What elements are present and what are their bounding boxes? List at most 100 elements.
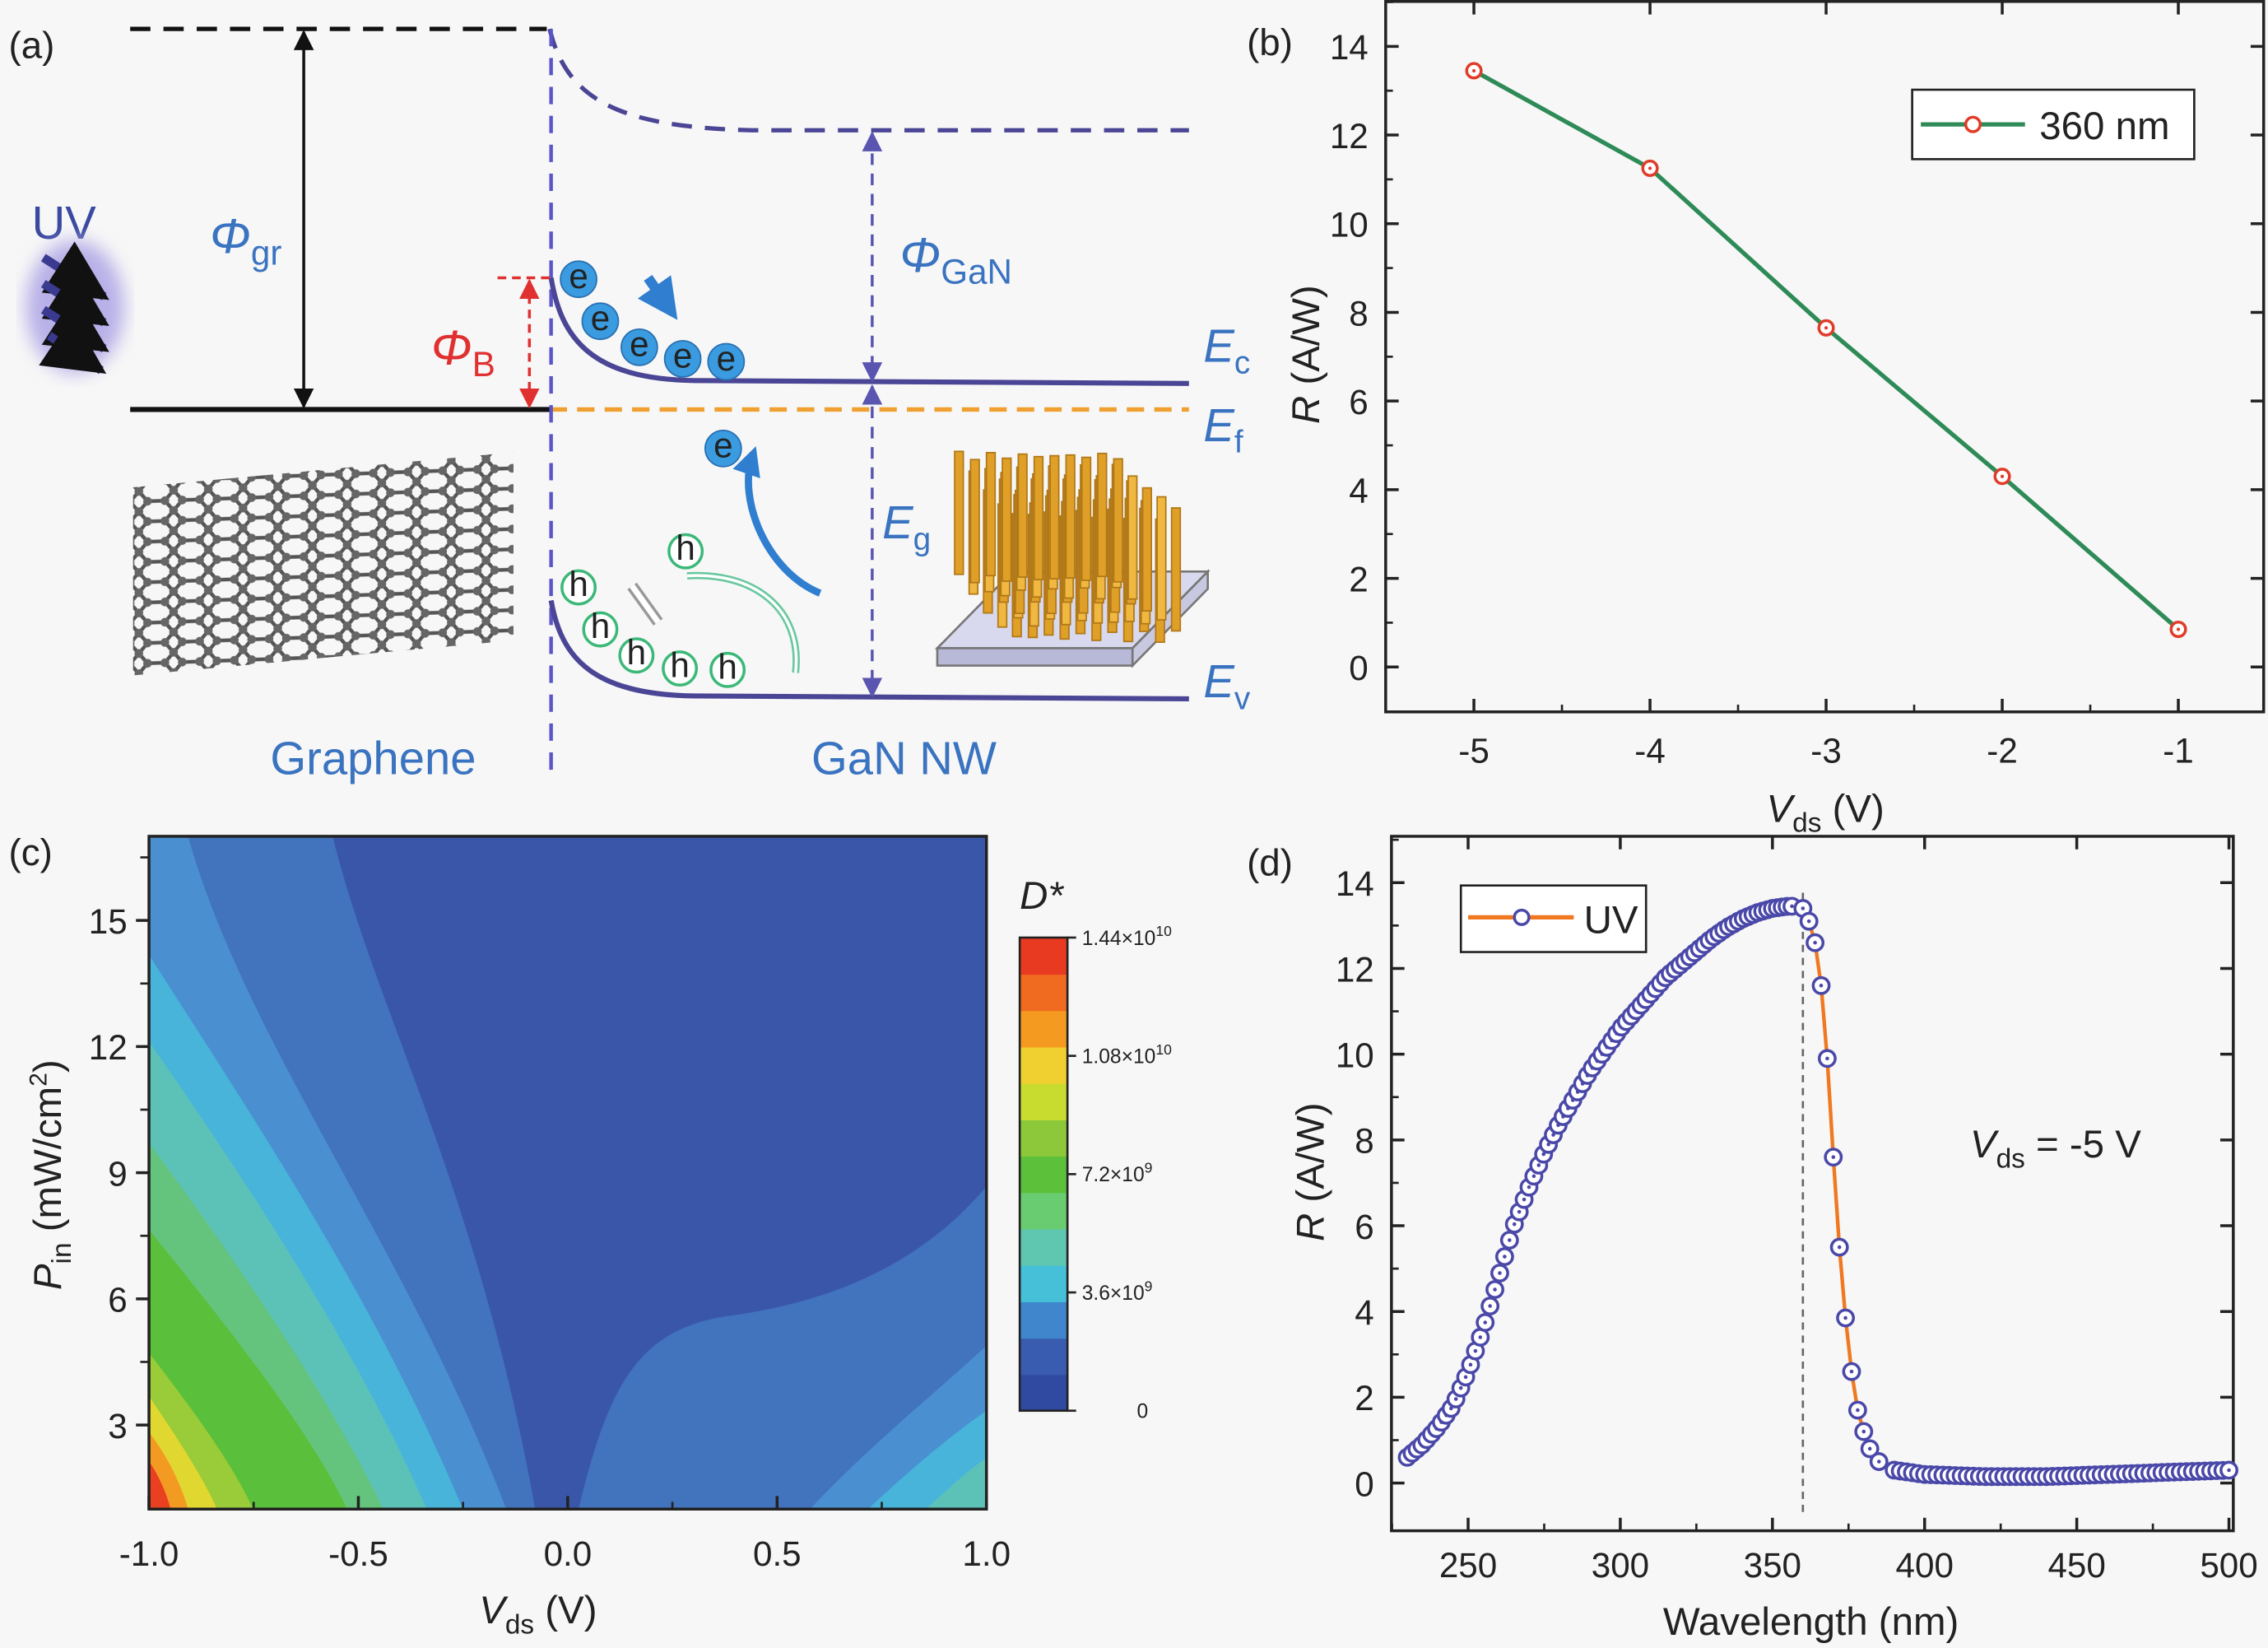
- electron: e: [663, 336, 702, 378]
- electron-label: e: [569, 257, 588, 296]
- data-point-center: [1478, 1335, 1483, 1339]
- colorbar: 1.44×1010 1.08×1010 7.2×109 3.6×109 0: [1018, 923, 1172, 1423]
- data-point-center: [1813, 940, 1817, 945]
- phi-b-label: ΦB: [431, 320, 495, 384]
- data-point-center: [1856, 1408, 1860, 1413]
- y-tick-label: 10: [1336, 1036, 1374, 1074]
- colorbar-label: D*: [1020, 874, 1064, 918]
- electron-label: e: [717, 339, 736, 378]
- phi-gan-label: ΦGaN: [899, 227, 1012, 291]
- data-point-center: [1790, 904, 1794, 909]
- hole-drift-arrow-inner: [630, 584, 661, 624]
- legend-label: UV: [1584, 899, 1638, 943]
- data-point-center: [1843, 1315, 1847, 1320]
- electron-circle: [707, 342, 746, 381]
- data-point-center: [2000, 474, 2005, 478]
- y-tick-label: 14: [1330, 28, 1369, 67]
- colorbar-band: [1020, 1301, 1068, 1339]
- data-point-center: [1831, 1155, 1836, 1159]
- legend: 360 nm: [1911, 88, 2196, 161]
- y-tick-label: 12: [1336, 950, 1374, 989]
- x-tick-label: -0.5: [328, 1534, 388, 1573]
- y-tick-label: 3: [108, 1407, 127, 1445]
- data-point-center: [1517, 1209, 1522, 1214]
- x-tick-label: -5: [1458, 731, 1490, 770]
- x-tick-label: 400: [1896, 1546, 1954, 1585]
- data-point-center: [2227, 1468, 2231, 1473]
- legend-label: 360 nm: [2039, 105, 2169, 148]
- x-tick-label: 1.0: [962, 1534, 1011, 1573]
- electron: e: [704, 426, 742, 468]
- x-axis-label: Wavelength (nm): [1663, 1600, 1959, 1644]
- electron-label: e: [591, 299, 610, 338]
- nanowire: [1170, 507, 1182, 632]
- data-point-center: [1468, 1362, 1473, 1367]
- data-point-center: [1546, 1142, 1550, 1147]
- electron: e: [620, 324, 658, 366]
- data-point-center: [1531, 1174, 1536, 1179]
- x-tick-label: -1: [2163, 731, 2194, 770]
- data-point-center: [1508, 1238, 1512, 1242]
- panel-b-responsivity-vs-voltage: (b) R (A/W) Vds (V) 360 nm -5 -4 -3 -2 -1 0 2 4…: [1247, 0, 2266, 839]
- data-point-center: [2176, 627, 2181, 631]
- hole-circle: [667, 533, 704, 570]
- data-point-center: [1458, 1385, 1463, 1390]
- data-point-center: [1488, 1304, 1492, 1308]
- data-point-center: [1527, 1185, 1531, 1189]
- y-tick-label: 9: [108, 1154, 127, 1193]
- x-tick-label: 300: [1592, 1546, 1649, 1585]
- x-axis-label: Vds (V): [479, 1589, 597, 1640]
- data-point-center: [1522, 1197, 1527, 1202]
- y-tick-label: 6: [1355, 1208, 1373, 1246]
- x-axis-label: Vds (V): [1767, 787, 1885, 838]
- panel-d-responsivity-spectrum: (d) R (A/W) Wavelength (nm) Vds = -5 V U…: [1247, 835, 2258, 1644]
- nanowire: [985, 451, 997, 577]
- data-point-center: [1551, 1133, 1555, 1137]
- colorbar-tick-label: 1.08×1010: [1082, 1041, 1172, 1068]
- data-point-center: [1471, 68, 1476, 73]
- nanowire: [1097, 452, 1108, 578]
- phi-gr-label: Φgr: [210, 209, 282, 272]
- data-point-center: [1861, 1429, 1866, 1434]
- data-point-center: [1536, 1163, 1541, 1167]
- panel-label-c: (c): [9, 831, 53, 873]
- y-tick-label: 15: [89, 902, 128, 941]
- nanowire: [1065, 454, 1076, 580]
- x-tick-label: -2: [1987, 731, 2018, 770]
- y-tick-label: 6: [1349, 383, 1368, 421]
- electron-label: e: [713, 426, 732, 464]
- hole-circle: [662, 650, 699, 687]
- x-tick-label: -4: [1634, 731, 1666, 770]
- colorbar-band: [1020, 937, 1068, 975]
- nanowire: [1002, 457, 1012, 582]
- data-point-center: [1512, 1222, 1517, 1227]
- hole-circle: [582, 611, 619, 648]
- hole: h: [709, 647, 746, 688]
- data-point-center: [1824, 326, 1829, 330]
- y-tick-label: 4: [1349, 472, 1368, 510]
- hole: h: [582, 607, 619, 648]
- x-tick-label: 450: [2047, 1546, 2105, 1585]
- electron-circle: [560, 260, 597, 299]
- x-tick-label: 0.5: [753, 1534, 802, 1573]
- colorbar-tick-label: 7.2×109: [1082, 1160, 1153, 1187]
- data-point-center: [1801, 906, 1806, 910]
- y-tick-label: 8: [1349, 294, 1368, 333]
- electron: e: [581, 299, 620, 341]
- graphene-lattice-image: [132, 452, 514, 676]
- y-tick-label: 12: [89, 1028, 128, 1067]
- electron-excitation-arrow: [732, 446, 822, 597]
- hole-label: h: [676, 528, 695, 567]
- gan-vacuum-level: [547, 28, 1189, 133]
- panel-label-b: (b): [1247, 21, 1293, 63]
- colorbar-band: [1020, 1374, 1068, 1412]
- y-tick-label: 2: [1355, 1379, 1373, 1418]
- colorbar-band: [1020, 1082, 1068, 1120]
- data-point-center: [1503, 1255, 1507, 1259]
- colorbar-band: [1020, 1264, 1068, 1302]
- eg-label: Eg: [882, 496, 931, 557]
- data-point-center: [1498, 1271, 1502, 1275]
- hole-circle: [618, 637, 655, 674]
- x-tick-label: 0.0: [544, 1534, 593, 1573]
- colorbar-band: [1020, 1192, 1068, 1230]
